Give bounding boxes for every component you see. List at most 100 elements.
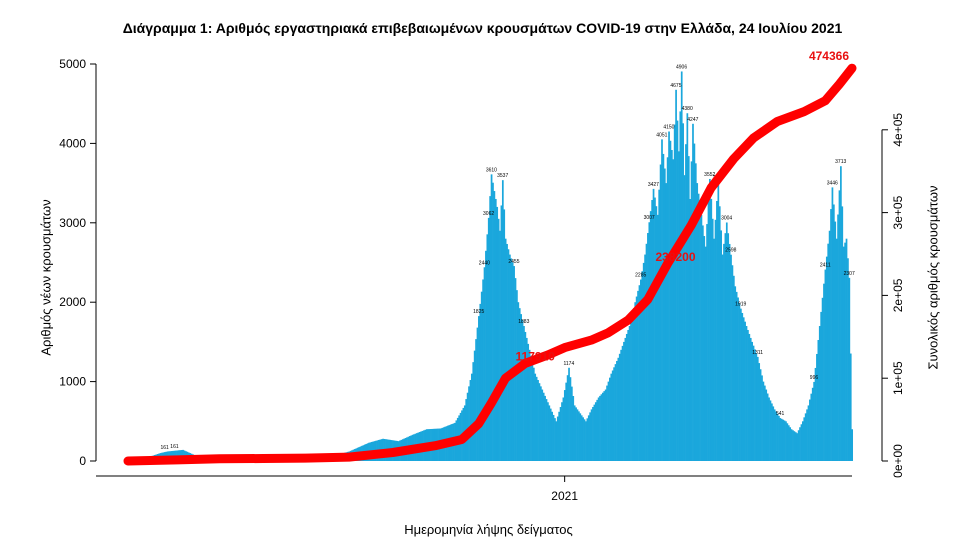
- bar: [701, 225, 704, 461]
- bar: [478, 316, 480, 461]
- bar: [669, 140, 672, 461]
- bar-data-label: 3610: [486, 167, 497, 173]
- bar: [620, 349, 623, 461]
- bar: [842, 246, 845, 461]
- bar: [634, 302, 637, 461]
- bar: [828, 230, 831, 461]
- bar: [520, 314, 522, 461]
- bar: [659, 164, 662, 462]
- bar: [709, 178, 711, 462]
- bar: [538, 383, 541, 461]
- bar: [817, 339, 820, 461]
- bar: [469, 380, 472, 461]
- bar: [545, 399, 548, 461]
- bar: [823, 283, 825, 461]
- bar: [487, 217, 490, 461]
- bar: [563, 390, 566, 461]
- bar: [803, 417, 806, 461]
- bar: [713, 238, 715, 461]
- bar: [652, 188, 655, 462]
- bar-data-label: 3007: [644, 215, 655, 221]
- bar: [556, 416, 559, 461]
- bar: [673, 124, 676, 461]
- bar: [776, 413, 779, 461]
- bar: [716, 200, 718, 462]
- bar: [725, 222, 728, 461]
- bar: [787, 425, 790, 461]
- bar: [466, 392, 469, 461]
- bar: [827, 243, 830, 461]
- y-tick-label-right: 4e+05: [891, 113, 905, 147]
- bar: [544, 395, 546, 461]
- bar: [769, 400, 772, 461]
- bar: [816, 353, 818, 461]
- bar: [499, 230, 501, 461]
- bar: [818, 326, 821, 461]
- bar: [758, 363, 761, 461]
- bar: [592, 407, 594, 461]
- bar: [804, 413, 807, 461]
- bar: [540, 386, 542, 461]
- bar: [589, 412, 592, 461]
- y-tick-label-right: 3e+05: [891, 195, 905, 229]
- bar: [552, 414, 555, 461]
- bar: [789, 427, 792, 461]
- bar: [606, 385, 608, 461]
- bar: [668, 131, 670, 462]
- y-tick-label-right: 1e+05: [891, 361, 905, 395]
- bar: [492, 182, 494, 461]
- bar: [507, 249, 510, 461]
- bar: [513, 266, 515, 461]
- bar: [661, 139, 663, 462]
- bar: [628, 326, 631, 461]
- bar: [645, 243, 648, 461]
- bar: [699, 204, 701, 462]
- bar: [561, 402, 563, 461]
- bar: [744, 321, 746, 461]
- bar: [851, 429, 854, 461]
- bar: [797, 430, 800, 461]
- bar: [837, 214, 839, 461]
- bar: [490, 174, 493, 461]
- bar-data-label: 1919: [735, 302, 746, 308]
- bar: [656, 214, 659, 461]
- bar: [737, 297, 739, 461]
- bar: [704, 246, 707, 461]
- bar: [765, 389, 768, 461]
- y-tick-label-left: 2000: [59, 295, 86, 309]
- bar-data-label: 3552: [704, 172, 715, 178]
- bar: [703, 236, 706, 461]
- bar: [723, 243, 725, 461]
- bar: [718, 206, 721, 461]
- bar: [741, 312, 744, 461]
- bar: [696, 183, 699, 461]
- bar: [506, 243, 508, 461]
- bar: [734, 286, 737, 461]
- bar: [627, 329, 630, 461]
- bar: [616, 360, 618, 461]
- bar: [635, 296, 638, 461]
- bar: [745, 326, 748, 461]
- bar: [624, 337, 627, 461]
- bar-data-label: 1174: [563, 361, 574, 367]
- bar: [648, 222, 651, 461]
- bar: [825, 256, 828, 461]
- bar: [687, 156, 690, 461]
- bar: [511, 262, 514, 461]
- bar: [642, 262, 645, 461]
- bar-data-label: 4150: [663, 124, 674, 130]
- bar: [756, 356, 759, 461]
- bar: [682, 123, 684, 461]
- bar: [772, 406, 775, 461]
- bar: [617, 357, 620, 461]
- bar: [728, 243, 731, 461]
- bar: [775, 411, 777, 461]
- bar: [689, 198, 692, 462]
- bar: [613, 367, 615, 461]
- bar: [780, 418, 783, 461]
- bar: [830, 209, 832, 461]
- bar: [749, 337, 752, 461]
- bar: [763, 385, 766, 461]
- bar: [671, 150, 673, 461]
- bar: [575, 407, 577, 461]
